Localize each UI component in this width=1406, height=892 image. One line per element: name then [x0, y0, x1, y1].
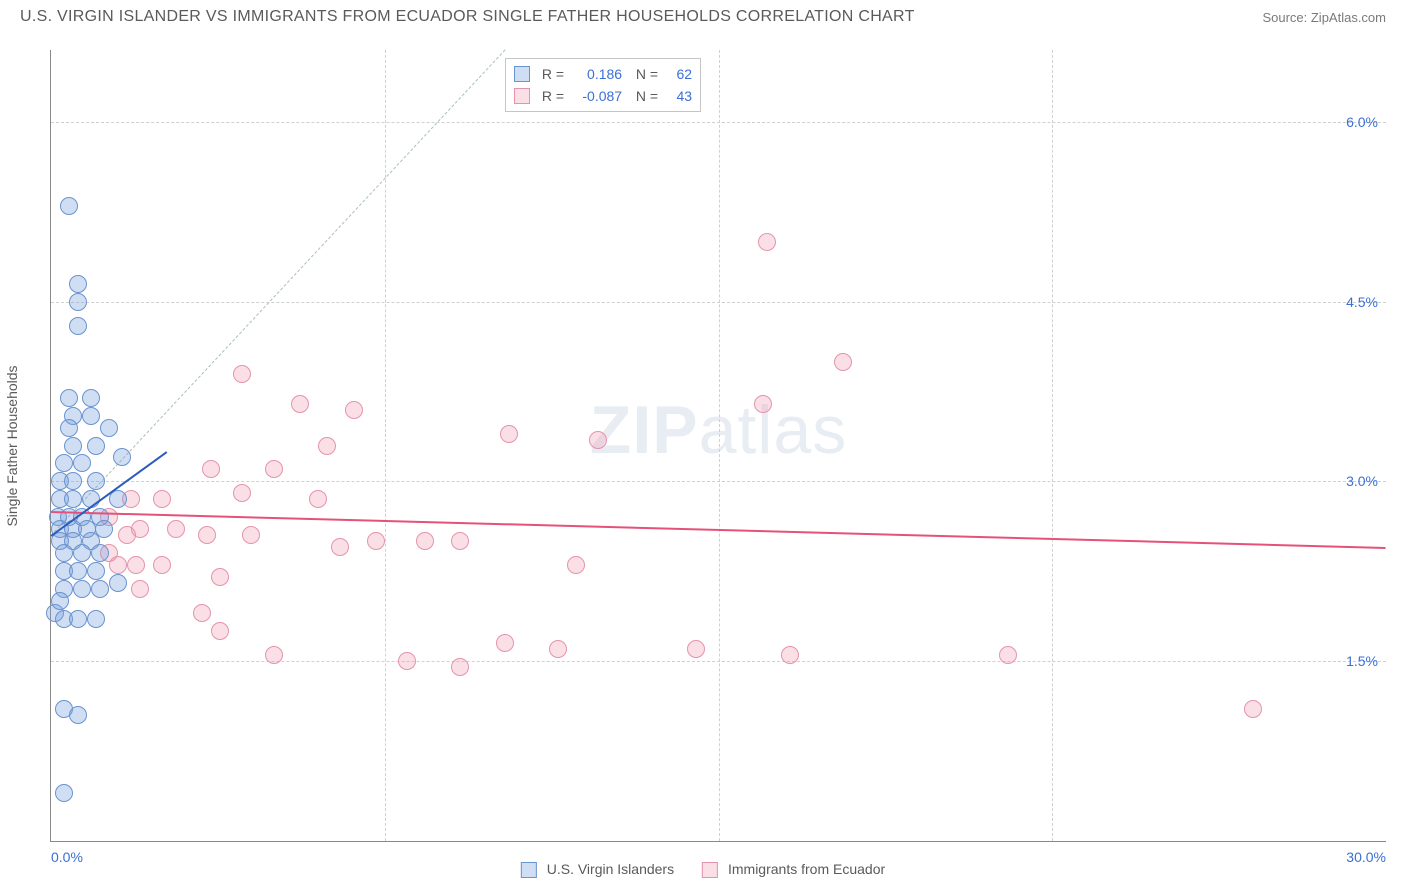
point-series-b — [167, 520, 185, 538]
point-series-a — [69, 293, 87, 311]
point-series-b — [193, 604, 211, 622]
point-series-b — [265, 460, 283, 478]
point-series-a — [64, 472, 82, 490]
swatch-a-icon — [514, 66, 530, 82]
point-series-b — [687, 640, 705, 658]
point-series-b — [318, 437, 336, 455]
point-series-b — [589, 431, 607, 449]
legend-stats-box: R =0.186 N =62R =-0.087 N =43 — [505, 58, 701, 112]
point-series-b — [398, 652, 416, 670]
point-series-b — [211, 622, 229, 640]
point-series-a — [69, 275, 87, 293]
gridline-v — [385, 50, 386, 841]
point-series-a — [87, 437, 105, 455]
legend-item-a: U.S. Virgin Islanders — [521, 861, 674, 878]
chart-header: U.S. VIRGIN ISLANDER VS IMMIGRANTS FROM … — [0, 0, 1406, 30]
point-series-a — [55, 544, 73, 562]
point-series-b — [758, 233, 776, 251]
y-tick-label: 4.5% — [1346, 294, 1378, 310]
point-series-b — [781, 646, 799, 664]
swatch-a-icon — [521, 862, 537, 878]
point-series-a — [109, 574, 127, 592]
x-tick-label: 0.0% — [51, 849, 83, 865]
scatter-plot: ZIPatlas 1.5%3.0%4.5%6.0%0.0%30.0%R =0.1… — [50, 50, 1386, 842]
point-series-b — [345, 401, 363, 419]
point-series-a — [69, 562, 87, 580]
point-series-b — [118, 526, 136, 544]
point-series-a — [82, 407, 100, 425]
point-series-b — [265, 646, 283, 664]
point-series-a — [55, 784, 73, 802]
point-series-a — [64, 490, 82, 508]
point-series-b — [834, 353, 852, 371]
point-series-b — [211, 568, 229, 586]
point-series-a — [69, 706, 87, 724]
point-series-b — [153, 556, 171, 574]
point-series-b — [367, 532, 385, 550]
point-series-b — [233, 484, 251, 502]
point-series-b — [549, 640, 567, 658]
point-series-b — [496, 634, 514, 652]
point-series-a — [69, 317, 87, 335]
chart-title: U.S. VIRGIN ISLANDER VS IMMIGRANTS FROM … — [20, 8, 915, 26]
point-series-b — [500, 425, 518, 443]
point-series-b — [291, 395, 309, 413]
point-series-b — [202, 460, 220, 478]
point-series-b — [198, 526, 216, 544]
x-tick-label: 30.0% — [1346, 849, 1386, 865]
point-series-b — [451, 658, 469, 676]
point-series-a — [73, 580, 91, 598]
point-series-a — [91, 544, 109, 562]
gridline-v — [719, 50, 720, 841]
point-series-b — [331, 538, 349, 556]
legend-stats-row: R =0.186 N =62 — [514, 63, 692, 85]
point-series-a — [51, 592, 69, 610]
point-series-b — [451, 532, 469, 550]
point-series-b — [131, 580, 149, 598]
point-series-b — [233, 365, 251, 383]
point-series-a — [64, 437, 82, 455]
point-series-a — [73, 454, 91, 472]
point-series-b — [1244, 700, 1262, 718]
point-series-b — [109, 556, 127, 574]
point-series-a — [55, 454, 73, 472]
point-series-a — [87, 472, 105, 490]
point-series-a — [60, 419, 78, 437]
point-series-a — [73, 544, 91, 562]
y-tick-label: 6.0% — [1346, 114, 1378, 130]
point-series-a — [60, 197, 78, 215]
point-series-a — [82, 389, 100, 407]
point-series-a — [87, 610, 105, 628]
point-series-b — [754, 395, 772, 413]
y-axis-label: Single Father Households — [4, 365, 20, 526]
point-series-a — [87, 562, 105, 580]
swatch-b-icon — [514, 88, 530, 104]
point-series-a — [60, 389, 78, 407]
legend-item-b: Immigrants from Ecuador — [702, 861, 885, 878]
legend-bottom: U.S. Virgin Islanders Immigrants from Ec… — [521, 861, 885, 878]
point-series-b — [242, 526, 260, 544]
point-series-a — [69, 610, 87, 628]
point-series-a — [91, 580, 109, 598]
point-series-b — [309, 490, 327, 508]
point-series-b — [127, 556, 145, 574]
swatch-b-icon — [702, 862, 718, 878]
chart-source: Source: ZipAtlas.com — [1262, 10, 1386, 25]
point-series-a — [113, 448, 131, 466]
point-series-a — [100, 419, 118, 437]
legend-stats-row: R =-0.087 N =43 — [514, 85, 692, 107]
point-series-b — [153, 490, 171, 508]
point-series-b — [567, 556, 585, 574]
y-tick-label: 1.5% — [1346, 653, 1378, 669]
gridline-v — [1052, 50, 1053, 841]
point-series-b — [416, 532, 434, 550]
point-series-b — [999, 646, 1017, 664]
y-tick-label: 3.0% — [1346, 473, 1378, 489]
